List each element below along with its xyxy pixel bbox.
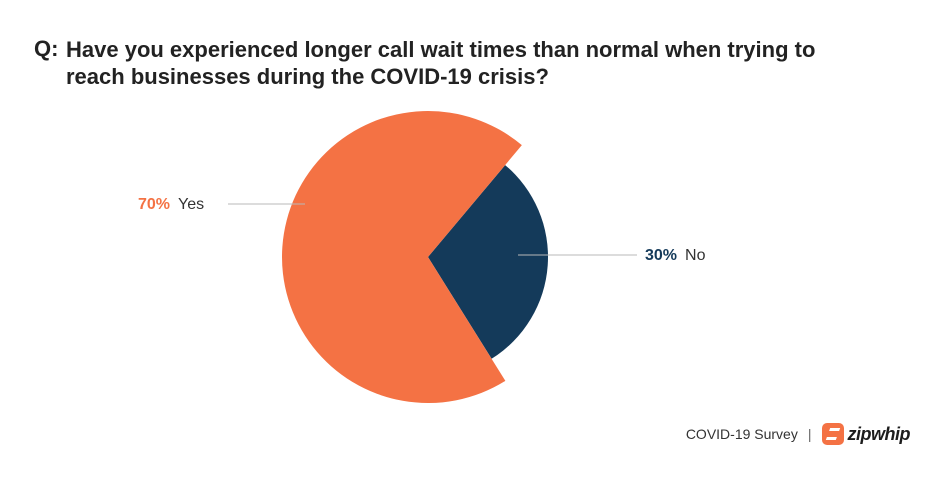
footer-separator: |	[807, 426, 812, 442]
brand-name: zipwhip	[847, 423, 911, 444]
slice-value-no: 30%	[645, 247, 677, 264]
survey-label: COVID-19 Survey	[685, 426, 798, 442]
pie-slice-yes	[282, 111, 522, 404]
question-text: Have you experienced longer call wait ti…	[66, 37, 816, 89]
slice-value-yes: 70%	[138, 196, 170, 213]
footer: COVID-19 Survey | zipwhip	[686, 423, 910, 445]
pie-slice-no	[428, 165, 548, 359]
slice-label-no: 30% No	[645, 247, 706, 264]
zipwhip-logo-icon	[821, 423, 844, 445]
brand-logo: zipwhip	[821, 423, 911, 445]
slice-label-yes: 70% Yes	[138, 196, 204, 213]
slice-category-no: No	[685, 247, 706, 264]
question-prefix: Q:	[34, 36, 59, 61]
slice-category-yes: Yes	[178, 196, 204, 213]
